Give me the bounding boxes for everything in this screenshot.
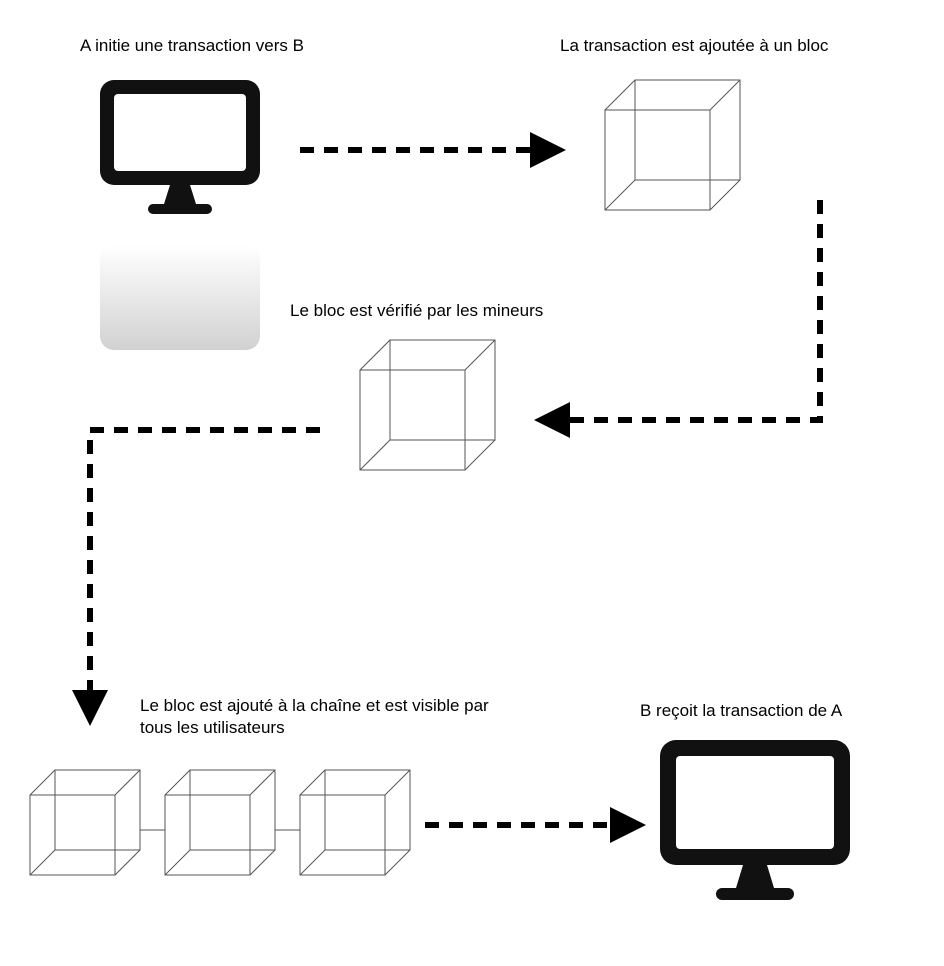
blockchain-chain-icon: [30, 770, 410, 875]
monitor-a-icon: [100, 80, 260, 350]
diagram-svg: [0, 0, 944, 966]
diagram-canvas: A initie une transaction vers B La trans…: [0, 0, 944, 966]
cube-step3-icon: [360, 340, 495, 470]
cube-step2-icon: [605, 80, 740, 210]
arrow-step2-to-step3: [540, 200, 820, 420]
monitor-b-icon: [660, 740, 850, 900]
arrow-step3-to-step4: [90, 430, 320, 720]
